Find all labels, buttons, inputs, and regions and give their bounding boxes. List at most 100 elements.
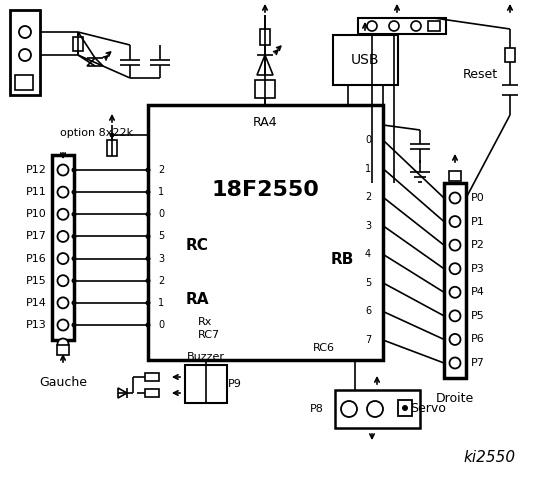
Text: ki2550: ki2550 [464,451,516,466]
Bar [444,183,466,378]
Text: 7: 7 [365,335,371,345]
Circle shape [450,263,461,274]
Circle shape [450,334,461,345]
Text: 1: 1 [158,298,164,308]
Circle shape [58,297,69,308]
Circle shape [145,256,150,261]
Text: Rx: Rx [198,317,212,327]
Text: 1: 1 [158,187,164,197]
Circle shape [71,300,76,305]
Bar [505,48,515,62]
Circle shape [71,278,76,283]
Text: P13: P13 [26,320,47,330]
Text: P8: P8 [310,404,324,414]
Text: 2: 2 [158,165,164,175]
Text: 0: 0 [365,135,371,145]
Text: RC7: RC7 [198,330,220,340]
Bar [148,105,383,360]
Text: P3: P3 [471,264,485,274]
Text: P16: P16 [26,253,47,264]
Bar [398,400,412,416]
Bar [145,389,159,397]
Text: P7: P7 [471,358,485,368]
Bar [333,35,398,85]
Text: P17: P17 [26,231,47,241]
Circle shape [71,234,76,239]
Circle shape [145,234,150,239]
Text: P11: P11 [26,187,47,197]
Bar [428,21,440,31]
Circle shape [71,168,76,172]
Circle shape [58,231,69,242]
Text: RA4: RA4 [253,117,277,130]
Circle shape [58,253,69,264]
Text: P10: P10 [26,209,47,219]
Text: P5: P5 [471,311,485,321]
Circle shape [145,278,150,283]
Circle shape [450,240,461,251]
Circle shape [341,401,357,417]
Circle shape [58,165,69,176]
Text: P12: P12 [26,165,47,175]
Bar [10,10,40,95]
Circle shape [450,311,461,321]
Circle shape [367,21,377,31]
Text: P1: P1 [471,216,485,227]
Circle shape [402,405,408,411]
Text: Servo: Servo [410,403,446,416]
Text: Reset: Reset [463,69,498,82]
Text: 5: 5 [365,278,371,288]
Text: Buzzer: Buzzer [187,352,225,362]
Circle shape [58,338,69,349]
Text: 5: 5 [158,231,164,241]
Circle shape [389,21,399,31]
Text: P4: P4 [471,288,485,297]
Circle shape [145,168,150,172]
Circle shape [367,401,383,417]
Text: P0: P0 [471,193,485,203]
Text: 3: 3 [158,253,164,264]
Circle shape [450,192,461,204]
Bar [145,373,159,381]
Text: RA: RA [186,292,210,308]
Circle shape [58,187,69,198]
Text: 1: 1 [365,164,371,174]
Circle shape [109,132,114,137]
Text: P14: P14 [26,298,47,308]
Circle shape [71,323,76,327]
Bar [15,75,33,90]
Text: P15: P15 [26,276,47,286]
Bar [358,18,446,34]
Circle shape [71,190,76,195]
Bar [449,171,461,181]
Text: option 8x22k: option 8x22k [60,128,133,138]
Circle shape [71,212,76,217]
Circle shape [145,300,150,305]
Text: USB: USB [351,53,379,67]
Text: 0: 0 [158,209,164,219]
Text: 2: 2 [158,276,164,286]
Bar [73,37,83,51]
Text: P9: P9 [228,379,242,389]
Circle shape [58,320,69,331]
Bar [107,140,117,156]
Circle shape [19,26,31,38]
Circle shape [71,256,76,261]
Circle shape [58,275,69,286]
Bar [57,345,69,355]
Circle shape [58,209,69,220]
Circle shape [450,358,461,369]
Circle shape [145,212,150,217]
Circle shape [411,21,421,31]
Text: RB: RB [331,252,354,267]
Bar [335,390,420,428]
Text: 6: 6 [365,306,371,316]
Text: Gauche: Gauche [39,375,87,388]
Circle shape [19,49,31,61]
Circle shape [145,323,150,327]
Text: RC6: RC6 [313,343,335,353]
Text: Droite: Droite [436,392,474,405]
Bar [52,155,74,340]
Bar [260,29,270,45]
Bar [255,80,275,98]
